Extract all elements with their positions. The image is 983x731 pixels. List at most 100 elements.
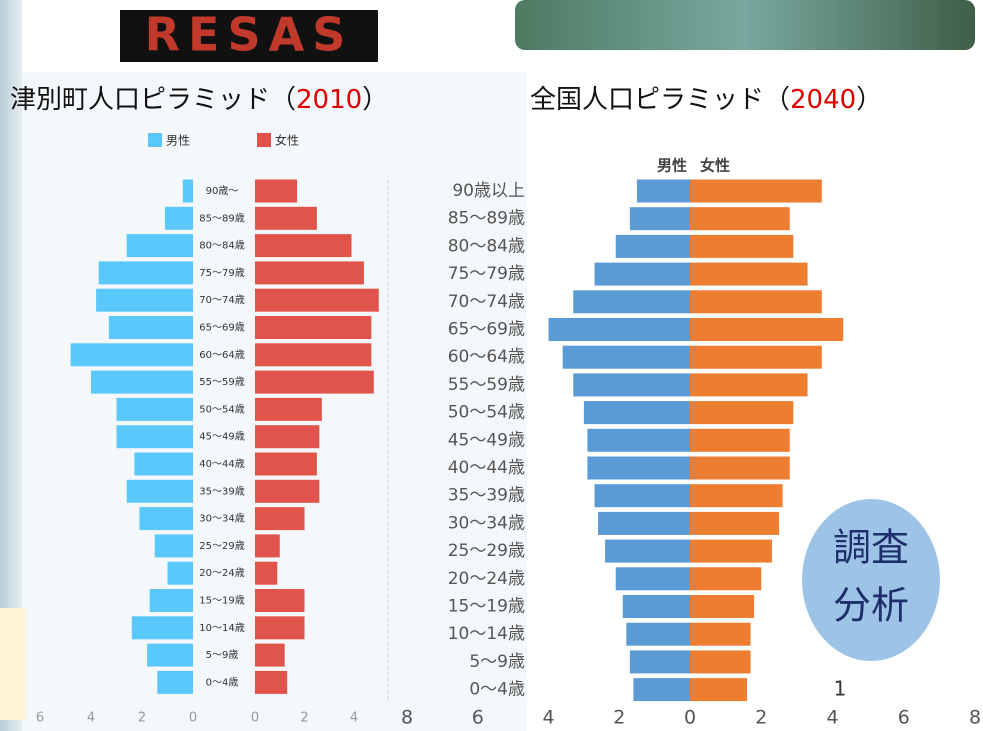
bar xyxy=(690,457,790,480)
bar xyxy=(255,316,371,339)
bar xyxy=(109,316,193,339)
bar xyxy=(255,671,287,694)
title-year: 2010 xyxy=(296,85,362,115)
bar xyxy=(690,678,747,701)
bar xyxy=(690,263,808,286)
bar xyxy=(117,425,194,448)
bar xyxy=(633,678,690,701)
x-tick-label: 4 xyxy=(542,707,554,729)
category-label: 0～4歳 xyxy=(206,676,239,688)
category-label: 55～59歳 xyxy=(199,376,244,388)
chart-title: 全国人口ピラミッド（2040） xyxy=(530,85,882,115)
bar xyxy=(690,650,751,673)
bar xyxy=(168,562,194,585)
category-label: 75～79歳 xyxy=(448,264,525,284)
bar xyxy=(690,429,790,452)
bar xyxy=(127,234,193,257)
bar xyxy=(690,595,754,618)
bar xyxy=(594,484,690,507)
bar xyxy=(690,484,783,507)
bar xyxy=(690,207,790,230)
bar xyxy=(71,343,193,366)
bar xyxy=(255,453,317,476)
legend-swatch xyxy=(148,133,162,147)
category-label: 45～49歳 xyxy=(448,430,525,450)
bar xyxy=(690,512,779,535)
category-label: 60～64歳 xyxy=(199,349,244,361)
photo xyxy=(515,0,975,50)
bar xyxy=(157,671,193,694)
bar xyxy=(255,534,280,557)
bar xyxy=(690,318,843,341)
x-tick-label: 0 xyxy=(251,711,259,726)
badge-text: 調査 xyxy=(833,526,909,570)
note-box xyxy=(0,608,26,720)
bar xyxy=(549,318,691,341)
bar xyxy=(630,207,690,230)
badge-text: 分析 xyxy=(833,584,909,628)
bar xyxy=(587,429,690,452)
bar xyxy=(165,207,193,230)
category-label: 90歳～ xyxy=(206,185,239,197)
bar xyxy=(690,235,793,258)
bar xyxy=(255,562,277,585)
bar xyxy=(255,398,322,421)
bar xyxy=(616,235,690,258)
category-label: 30～34歳 xyxy=(448,513,525,533)
category-label: 20～24歳 xyxy=(448,569,525,589)
bar xyxy=(255,425,319,448)
category-label: 40～44歳 xyxy=(448,458,525,478)
bar xyxy=(183,180,193,203)
category-label: 10～14歳 xyxy=(448,624,525,644)
category-label: 25～29歳 xyxy=(199,540,244,552)
bar xyxy=(255,180,297,203)
title-year: 2040 xyxy=(790,85,856,115)
bar xyxy=(91,371,193,394)
bar xyxy=(255,371,374,394)
category-label: 30～34歳 xyxy=(199,513,244,525)
bar xyxy=(139,507,193,530)
bar xyxy=(99,261,193,284)
x-tick-label: 6 xyxy=(36,711,44,726)
bar xyxy=(255,616,305,639)
category-label: 60～64歳 xyxy=(448,347,525,367)
page-number: 1 xyxy=(834,677,847,701)
category-label: 50～54歳 xyxy=(448,403,525,423)
category-label: 10～14歳 xyxy=(199,622,244,634)
x-tick-label: 4 xyxy=(87,711,95,726)
bar xyxy=(626,623,690,646)
bar xyxy=(690,540,772,563)
category-label: 80～84歳 xyxy=(448,236,525,256)
category-label: 20～24歳 xyxy=(199,567,244,579)
logo: RESAS xyxy=(145,8,354,62)
chart-title: 津別町人口ピラミッド（2010） xyxy=(10,85,388,115)
category-label: 5～9歳 xyxy=(206,649,239,661)
bar xyxy=(132,616,193,639)
legend-label: 男性 xyxy=(166,134,190,148)
x-tick-label: 0 xyxy=(684,707,696,729)
bar xyxy=(155,534,193,557)
bar xyxy=(623,595,690,618)
category-label: 70～74歳 xyxy=(448,292,525,312)
bar xyxy=(255,644,285,667)
category-label: 5～9歳 xyxy=(469,652,525,672)
bar xyxy=(563,346,690,369)
category-label: 55～59歳 xyxy=(448,375,525,395)
bar xyxy=(117,398,194,421)
x-tick-label: 6 xyxy=(898,707,910,729)
category-label: 65～69歳 xyxy=(199,322,244,334)
badge xyxy=(802,499,940,661)
bar xyxy=(134,453,193,476)
bar xyxy=(255,261,364,284)
x-tick-label: 2 xyxy=(755,707,767,729)
x-tick-label: 2 xyxy=(138,711,146,726)
title-text: 津別町人口ピラミッド（ xyxy=(10,85,296,115)
x-tick-label: 0 xyxy=(189,711,197,726)
bar xyxy=(690,373,808,396)
category-label: 85～89歳 xyxy=(448,209,525,229)
x-tick-label: 4 xyxy=(350,711,358,726)
bar xyxy=(127,480,193,503)
bar xyxy=(96,289,193,312)
x-tick-label: 4 xyxy=(826,707,838,729)
title-text: 全国人口ピラミッド（ xyxy=(530,85,790,115)
